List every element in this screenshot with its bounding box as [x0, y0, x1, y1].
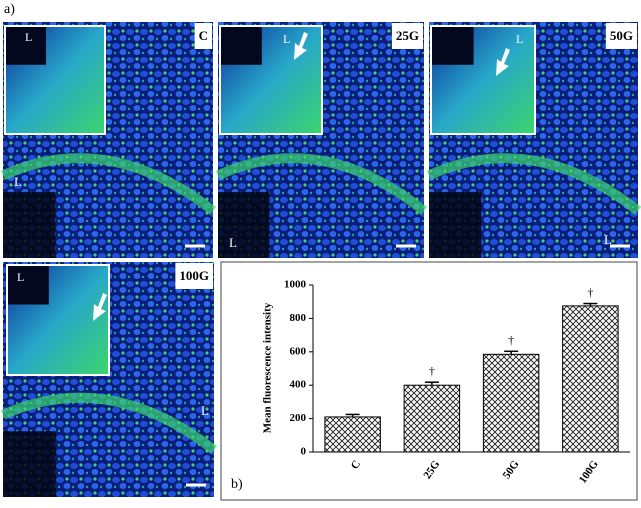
arrow — [294, 32, 308, 60]
region-label: L — [201, 403, 209, 418]
bar — [324, 416, 381, 453]
inset-label: L — [516, 32, 523, 46]
arrow — [496, 48, 510, 76]
y-tick-label: 200 — [290, 412, 307, 424]
inset-lumen — [6, 27, 46, 65]
epithelium — [215, 153, 428, 215]
y-tick-label: 1000 — [284, 279, 307, 291]
region-label: L — [14, 174, 22, 189]
significance-mark: † — [587, 285, 593, 299]
bar — [482, 353, 540, 453]
y-tick-label: 800 — [290, 312, 307, 324]
inset — [4, 25, 106, 135]
inset-label: L — [25, 30, 32, 44]
epithelium — [0, 392, 218, 454]
panel-label: C — [199, 28, 208, 43]
panel-label: 50G — [610, 28, 633, 43]
chart-tag: b) — [231, 477, 243, 492]
arrow — [93, 293, 107, 321]
epithelium — [426, 153, 641, 215]
y-tick-label: 400 — [290, 379, 307, 391]
inset-lumen — [8, 266, 49, 305]
panel-label: 100G — [179, 268, 209, 283]
epithelium — [0, 153, 217, 215]
lumen — [429, 191, 482, 258]
inset-label: L — [17, 270, 24, 284]
lumen — [3, 191, 56, 258]
region-label: L — [229, 235, 237, 250]
figure-tag: a) — [4, 2, 15, 17]
bar — [562, 305, 619, 453]
significance-mark: † — [429, 364, 435, 378]
lumen — [3, 431, 56, 497]
inset-lumen — [432, 27, 474, 65]
panel-label-box — [605, 23, 637, 49]
panel-label-box — [194, 23, 212, 49]
region-label: L — [604, 232, 612, 247]
lumen — [218, 191, 270, 258]
panel-label-box — [391, 23, 423, 49]
micrographs: L L C L L 25G L L 50G L L 100G — [0, 22, 641, 497]
inset-label: L — [283, 32, 290, 46]
panel-label-box — [175, 263, 213, 289]
y-axis-label: Mean fluorescence intensity — [262, 302, 274, 433]
y-tick-label: 600 — [290, 345, 307, 357]
inset-lumen — [221, 27, 262, 65]
significance-mark: † — [508, 333, 514, 347]
y-tick-label: 0 — [301, 446, 307, 458]
bar — [403, 384, 461, 453]
panel-label: 25G — [396, 28, 419, 43]
